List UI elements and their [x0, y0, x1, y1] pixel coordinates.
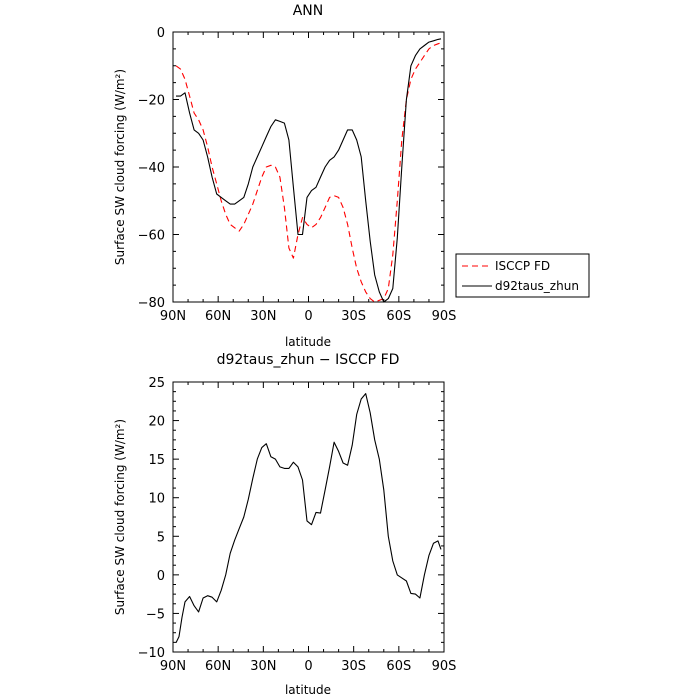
panel-annual-sw-cloud-forcing: ANN 90N 60N 30N 0 30S 60S 90S 0 −20 −40 −60 −80 la… — [113, 3, 590, 349]
plot-frame — [172, 31, 445, 303]
y-tick-label: −60 — [138, 229, 165, 244]
legend-entry-isccp-fd: ISCCP FD — [495, 259, 550, 273]
y-axis: 25 20 15 10 5 0 −5 −10 — [138, 376, 444, 661]
panel-title: d92taus_zhun − ISCCP FD — [217, 352, 400, 368]
x-axis-label: latitude — [285, 335, 331, 349]
legend-entry-d92taus-zhun: d92taus_zhun — [495, 279, 579, 293]
y-tick-label: −20 — [138, 94, 165, 109]
x-axis-label: latitude — [285, 683, 331, 697]
x-tick-label: 30S — [341, 309, 366, 324]
x-tick-label: 0 — [304, 309, 312, 324]
series-layer — [175, 38, 442, 303]
y-tick-label: 15 — [148, 453, 165, 468]
series-line-difference — [175, 393, 442, 643]
x-tick-label: 30S — [341, 659, 366, 674]
y-axis-label: Surface SW cloud forcing (W/m²) — [113, 69, 127, 265]
y-tick-label: −10 — [138, 646, 165, 661]
panel-title: ANN — [293, 3, 324, 19]
y-tick-label: −40 — [138, 161, 165, 176]
y-tick-label: 0 — [157, 569, 165, 584]
plot-frame — [172, 381, 445, 653]
x-tick-label: 0 — [304, 659, 312, 674]
x-tick-label: 90S — [432, 659, 457, 674]
x-tick-label: 60N — [205, 309, 231, 324]
x-tick-label: 30N — [250, 309, 276, 324]
x-tick-label: 90N — [160, 659, 186, 674]
x-tick-label: 60S — [386, 309, 411, 324]
series-line-d92taus-zhun — [176, 38, 442, 303]
x-tick-label: 30N — [250, 659, 276, 674]
y-tick-label: 25 — [148, 376, 165, 391]
y-tick-label: −80 — [138, 296, 165, 311]
y-axis-label: Surface SW cloud forcing (W/m²) — [113, 419, 127, 615]
x-axis: 90N 60N 30N 0 30S 60S 90S — [160, 382, 457, 674]
y-tick-label: −5 — [146, 607, 165, 622]
x-tick-label: 90N — [160, 309, 186, 324]
legend: ISCCP FD d92taus_zhun — [455, 253, 590, 298]
series-layer — [175, 393, 442, 643]
x-axis: 90N 60N 30N 0 30S 60S 90S — [160, 32, 457, 324]
x-tick-label: 60N — [205, 659, 231, 674]
panel-difference: d92taus_zhun − ISCCP FD 90N 60N 30N 0 30S 60S… — [113, 352, 456, 697]
y-tick-label: 20 — [148, 415, 165, 430]
y-tick-label: 5 — [157, 530, 165, 545]
x-tick-label: 60S — [386, 659, 411, 674]
series-line-isccp-fd — [175, 42, 442, 303]
y-tick-label: 10 — [148, 492, 165, 507]
y-tick-label: 0 — [157, 26, 165, 41]
y-axis: 0 −20 −40 −60 −80 — [138, 26, 444, 311]
legend-box — [455, 253, 590, 298]
x-tick-label: 90S — [432, 309, 457, 324]
